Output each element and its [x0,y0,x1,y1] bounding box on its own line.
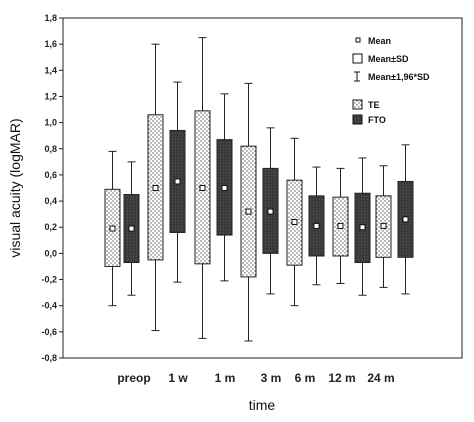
box-fto-3m [262,127,279,295]
box-fto-12m [354,157,371,296]
legend-te-marker [352,99,363,110]
box-fto-24m [397,144,414,295]
legend-te-label: TE [368,100,380,110]
x-tick-label: 3 m [261,371,282,385]
mean-marker [291,219,298,225]
mean-marker [245,208,252,215]
mean-marker [128,225,135,232]
x-tick-label: 1 m [215,371,236,385]
box-te-24m [375,165,392,288]
legend-fto-marker [352,114,363,125]
y-axis: -0,8 -0,6 -0,4 -0,2 0,0 0,2 0,4 0,6 0,8 1,0 1,2 1,4… [41,13,63,363]
mean-marker [221,185,228,191]
x-tick-label: 12 m [328,371,355,385]
mean-marker [359,224,366,231]
box-te-1m [194,37,211,339]
legend-mean-label: Mean [368,36,391,46]
box-te-6m [286,137,303,307]
x-tick-label: preop [117,371,150,385]
x-axis-title: time [249,397,276,413]
box-fto-6m [308,166,325,286]
legend: Mean Mean±SD Mean±1,96*SD TE FTO [352,36,430,125]
mean-marker [313,222,320,229]
y-tick-label: 0,6 [44,170,57,180]
mean-marker [109,225,116,232]
mean-marker [267,208,274,215]
y-tick-label: 1,4 [44,65,57,75]
box-fto-1w [169,81,186,283]
x-tick-label: 1 w [168,371,188,385]
box-fto-preop [123,161,140,296]
y-tick-label: 1,6 [44,39,57,49]
y-tick-label: -0,6 [41,327,57,337]
legend-sd-label: Mean±SD [368,54,409,64]
box-te-3m [240,82,257,342]
mean-marker [337,222,344,229]
box-fto-1m [216,93,233,282]
mean-marker [152,185,159,191]
y-tick-label: 1,8 [44,13,57,23]
legend-fto-label: FTO [368,115,386,125]
x-tick-label: 24 m [367,371,394,385]
x-tick-label: 6 m [295,371,316,385]
y-tick-label: 0,2 [44,222,57,232]
mean-marker [199,185,206,191]
legend-ci-marker [354,71,360,82]
plot-frame [62,17,463,359]
mean-marker [402,216,409,223]
box-te-preop [104,150,121,307]
y-tick-label: 0,4 [44,196,57,206]
legend-mean-marker [355,37,361,43]
y-tick-label: -0,2 [41,275,57,285]
y-tick-label: 1,0 [44,118,57,128]
x-axis-labels: preop 1 w 1 m 3 m 6 m 12 m 24 m [117,371,394,385]
y-axis-title: visual acuity (logMAR) [7,118,23,257]
box-te-12m [332,167,349,284]
y-tick-label: 1,2 [44,91,57,101]
y-tick-label: -0,4 [41,301,57,311]
mean-marker [174,178,181,185]
y-tick-label: 0,0 [44,248,57,258]
box-te-1w [147,43,164,332]
y-tick-label: 0,8 [44,144,57,154]
mean-marker [380,222,387,229]
legend-sd-marker [352,53,363,64]
legend-ci-label: Mean±1,96*SD [368,72,430,82]
y-tick-label: -0,8 [41,353,57,363]
box-series [104,37,414,342]
